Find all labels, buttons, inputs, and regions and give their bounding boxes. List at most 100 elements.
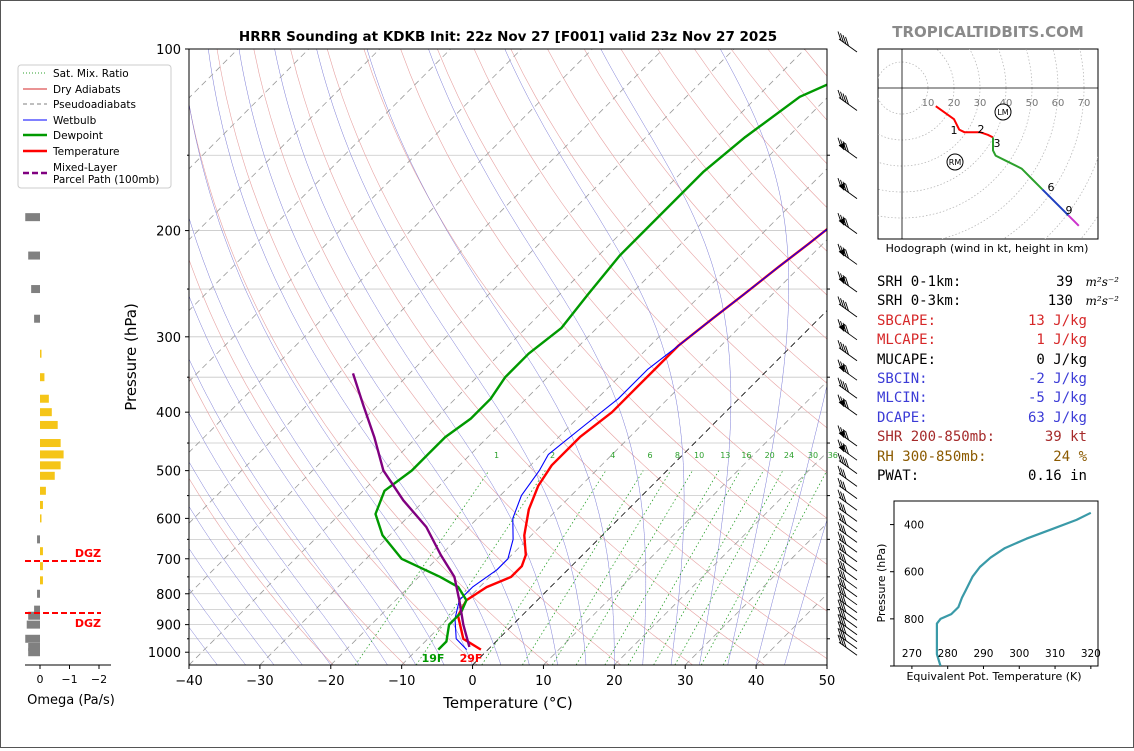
wind-barb <box>837 576 858 598</box>
index-label: MLCAPE: <box>877 332 937 349</box>
hodograph-caption: Hodograph (wind in kt, height in km) <box>886 242 1089 255</box>
dry-adiabat <box>437 49 827 519</box>
mixing-ratio-label: 4 <box>610 451 615 460</box>
index-value: 39 <box>1056 274 1073 290</box>
wetbulb-pseudoadiabat <box>189 548 275 665</box>
skewt-profiles <box>351 83 827 651</box>
wind-barb <box>837 500 858 522</box>
omega-bar <box>40 461 61 470</box>
dry-adiabat <box>216 49 622 665</box>
wind-barb <box>837 452 858 474</box>
index-label: MUCAPE: <box>877 351 937 368</box>
omega-bar <box>25 634 40 643</box>
wind-barb <box>837 296 858 318</box>
wetbulb-pseudoadiabat <box>208 49 502 665</box>
hodograph: 10 20 30 40 50 60 70 1 23 69 LM RM <box>877 48 1099 240</box>
wetbulb-pseudoadiabat <box>274 49 558 665</box>
mixing-ratio-line <box>700 470 808 665</box>
sounding-indices: m²s⁻² SRH 0-1km: 39 m²s⁻² SRH 0-3km: 130 SBCAP… <box>877 273 1119 486</box>
wind-barb <box>837 340 858 362</box>
hodograph-height-label: 1 <box>951 124 958 137</box>
omega-tick-label: −1 <box>61 673 77 686</box>
y-tick-label: 100 <box>156 43 181 58</box>
dgz-label: DGZ <box>75 547 101 560</box>
wind-barb <box>837 243 858 265</box>
wind-barb <box>837 89 858 111</box>
omega-tick-label: −2 <box>91 673 107 686</box>
dry-adiabat <box>189 102 550 665</box>
theta-e-x-tick-label: 310 <box>1045 648 1065 660</box>
hodograph-ring-label: 40 <box>1000 98 1013 109</box>
legend-label: Temperature <box>52 146 120 158</box>
dry-adiabat <box>326 49 827 660</box>
index-value: 130 <box>1047 293 1073 310</box>
wind-barb <box>837 439 858 461</box>
index-label: MLCIN: <box>877 390 928 407</box>
theta-e-plot: 270 280 290 300 310 320 400 600 800 <box>890 500 1101 669</box>
theta-e-plot-area <box>935 511 1092 666</box>
y-tick-label: 300 <box>156 331 181 346</box>
index-label: SBCIN: <box>877 370 928 387</box>
hodograph-trace <box>992 137 1044 191</box>
wetbulb-pseudoadiabat <box>189 461 332 665</box>
index-label: SRH 0-3km: <box>877 293 962 310</box>
dry-adiabat <box>363 49 827 612</box>
theta-e-y-tick-label: 600 <box>904 567 924 579</box>
hodograph-trace <box>1067 214 1080 227</box>
wind-barb <box>837 511 858 533</box>
index-label: RH 300-850mb: <box>877 448 987 465</box>
isotherm-line <box>614 451 827 665</box>
omega-bar <box>40 471 55 480</box>
wind-barb <box>837 627 858 649</box>
wind-barb <box>837 541 858 563</box>
x-tick-label: −10 <box>388 674 415 689</box>
index-label: PWAT: <box>877 467 920 484</box>
y-tick-label: 500 <box>156 465 181 480</box>
theta-e-x-tick-label: 290 <box>973 648 993 660</box>
omega-bar <box>40 420 58 429</box>
x-tick-label: −20 <box>317 674 344 689</box>
skewt-ylabel: Pressure (hPa) <box>122 303 140 411</box>
mixing-ratio-line <box>415 470 546 665</box>
index-row: m²s⁻² SRH 0-1km: 39 <box>877 273 1119 292</box>
y-tick-label: 800 <box>156 588 181 603</box>
index-row: MLCIN: -5 J/kg <box>877 389 1117 408</box>
temperature-line <box>456 227 827 651</box>
mixing-ratio-label: 36 <box>828 451 838 460</box>
wind-barb <box>837 359 858 381</box>
omega-bar <box>40 408 52 417</box>
isotherm-line <box>189 49 451 312</box>
dry-adiabat <box>253 49 693 665</box>
index-label: DCAPE: <box>877 409 928 426</box>
omega-bar <box>37 589 40 598</box>
wind-barb <box>837 137 858 159</box>
omega-bar <box>31 285 40 294</box>
omega-bar <box>28 251 40 260</box>
index-value: -5 J/kg <box>1027 390 1087 407</box>
omega-bar <box>40 439 61 448</box>
wind-barb <box>837 584 858 606</box>
wind-barb <box>837 271 858 293</box>
isotherm-line <box>189 49 310 170</box>
dewpoint-line <box>374 83 827 651</box>
omega-bar <box>34 314 40 323</box>
legend-label: Sat. Mix. Ratio <box>53 68 129 80</box>
wetbulb-pseudoadiabat <box>189 295 417 665</box>
index-label: SHR 200-850mb: <box>877 429 996 446</box>
index-value: 39 kt <box>1044 429 1087 446</box>
mixing-ratio-label: 24 <box>784 451 794 460</box>
omega-bar <box>37 535 40 544</box>
wind-barb <box>837 531 858 553</box>
index-row: PWAT: 0.16 in <box>877 467 1117 486</box>
omega-bar <box>40 486 46 495</box>
isotherm-line <box>189 49 735 595</box>
isotherm-line <box>189 49 593 453</box>
hodograph-height-label: 3 <box>994 137 1001 150</box>
mixing-ratio-line <box>522 470 644 665</box>
legend: Sat. Mix. Ratio Dry Adiabats Pseudoadiabat… <box>17 64 172 189</box>
theta-e-x-tick-label: 280 <box>938 648 958 660</box>
omega-bar <box>40 562 43 571</box>
storm-motion-label: LM <box>997 108 1008 117</box>
dry-adiabat <box>547 49 827 384</box>
